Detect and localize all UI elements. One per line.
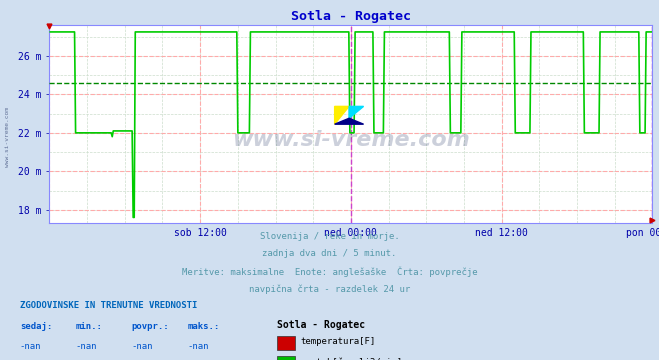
Text: temperatura[F]: temperatura[F] — [301, 338, 376, 346]
Text: pretok[čevelj3/min]: pretok[čevelj3/min] — [301, 357, 403, 360]
Title: Sotla - Rogatec: Sotla - Rogatec — [291, 10, 411, 23]
Text: www.si-vreme.com: www.si-vreme.com — [232, 130, 470, 150]
Text: -nan: -nan — [188, 342, 210, 351]
Text: zadnja dva dni / 5 minut.: zadnja dva dni / 5 minut. — [262, 249, 397, 258]
Text: povpr.:: povpr.: — [132, 322, 169, 331]
Text: Meritve: maksimalne  Enote: anglešaške  Črta: povprečje: Meritve: maksimalne Enote: anglešaške Čr… — [182, 267, 477, 277]
Text: ZGODOVINSKE IN TRENUTNE VREDNOSTI: ZGODOVINSKE IN TRENUTNE VREDNOSTI — [20, 301, 197, 310]
Text: www.si-vreme.com: www.si-vreme.com — [5, 107, 11, 167]
Text: -nan: -nan — [76, 342, 98, 351]
Polygon shape — [349, 106, 364, 118]
Text: sedaj:: sedaj: — [20, 322, 52, 331]
Text: -nan: -nan — [20, 342, 42, 351]
Text: maks.:: maks.: — [188, 322, 220, 331]
Text: Sotla - Rogatec: Sotla - Rogatec — [277, 320, 365, 330]
Text: -nan: -nan — [132, 342, 154, 351]
Text: min.:: min.: — [76, 322, 103, 331]
Text: navpična črta - razdelek 24 ur: navpična črta - razdelek 24 ur — [249, 284, 410, 293]
Polygon shape — [335, 118, 364, 124]
Text: Slovenija / reke in morje.: Slovenija / reke in morje. — [260, 232, 399, 241]
Polygon shape — [335, 106, 349, 124]
